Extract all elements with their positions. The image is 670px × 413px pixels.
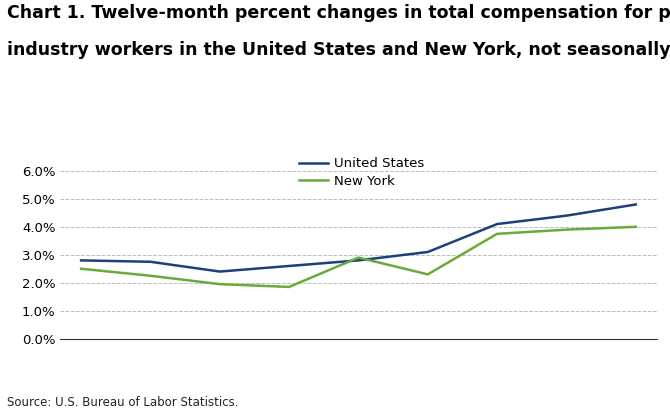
Text: Source: U.S. Bureau of Labor Statistics.: Source: U.S. Bureau of Labor Statistics. (7, 396, 239, 409)
Text: industry workers in the United States and New York, not seasonally adjusted: industry workers in the United States an… (7, 41, 670, 59)
Text: Chart 1. Twelve-month percent changes in total compensation for private: Chart 1. Twelve-month percent changes in… (7, 4, 670, 22)
Legend: United States, New York: United States, New York (299, 157, 425, 188)
